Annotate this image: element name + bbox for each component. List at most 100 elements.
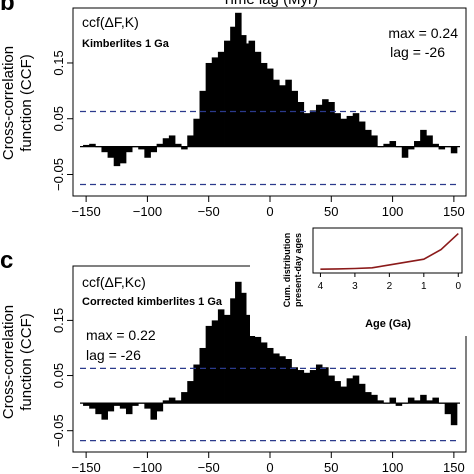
panel-b: −150 −100 −50 0 50 100 150 −0.05 0.05 0.15 ccf(ΔF… — [0, 7, 467, 219]
b-ccf-bar — [285, 79, 292, 147]
c-ccf-bar — [395, 403, 403, 406]
c-ccf-bar — [162, 400, 170, 404]
c-ccf-bar — [235, 281, 242, 404]
panel-b-letter: b — [0, 0, 15, 16]
inset-xlabel: Age (Ga) — [365, 318, 411, 330]
c-ccf-bar — [132, 403, 139, 406]
c-ccf-bar — [315, 364, 323, 404]
b-ccf-bar — [254, 51, 262, 147]
b-ccf-bar — [407, 146, 415, 150]
b-ccf-bar — [420, 129, 427, 147]
c-ccf-bar — [224, 314, 231, 404]
panel-c-letter: c — [0, 247, 13, 274]
panel-b-ccf-series — [83, 12, 458, 167]
b-ccf-bar — [346, 115, 354, 147]
b-ccf-bar — [199, 90, 207, 147]
b-ccf-bar — [303, 113, 311, 147]
b-ccf-bar — [322, 99, 329, 147]
b-ccf-bar — [365, 129, 372, 147]
b-ccf-bar — [297, 102, 305, 147]
b-ccf-bar — [309, 110, 317, 147]
b-ccf-bar — [358, 121, 366, 147]
c-ccf-bar — [309, 370, 317, 404]
panel-b-title: ccf(ΔF,K) — [82, 14, 139, 30]
inset-backdrop — [250, 218, 470, 336]
c-ccf-bar — [426, 400, 433, 404]
b-ccf-bar — [279, 85, 286, 147]
b-ccf-bar — [334, 113, 341, 147]
c-ccf-bar — [273, 353, 280, 404]
c-ccf-bar — [266, 347, 274, 404]
inset-xtick-label: 1 — [421, 281, 427, 292]
b-ccf-bar — [426, 135, 433, 147]
b-ccf-bar — [168, 135, 176, 147]
c-ccf-bar — [175, 400, 182, 404]
inset-frame — [312, 227, 463, 274]
c-ccf-bar — [365, 392, 372, 404]
b-ccf-bar — [432, 143, 439, 147]
inset-cumulative-line — [320, 233, 459, 270]
b-ccf-bar — [83, 144, 90, 147]
b-ccf-bar — [291, 90, 298, 147]
panel-c-title: ccf(ΔF,Kc) — [82, 274, 146, 290]
b-ccf-bar — [371, 135, 378, 147]
c-xtick-label: 50 — [324, 460, 338, 474]
c-ccf-bar — [279, 356, 286, 404]
inset-ylabel-2: present-day ages — [293, 233, 303, 307]
c-ccf-bar — [168, 397, 176, 404]
panel-b-lag-text: lag = -26 — [390, 44, 445, 60]
c-ccf-bar — [377, 400, 384, 404]
inset-cumulative-distribution: 4 3 2 1 0 Cum. distribution present-day ages… — [250, 218, 470, 336]
c-xtick-label: 0 — [266, 460, 273, 474]
c-ccf-bar — [407, 397, 415, 404]
c-ccf-bar — [193, 364, 200, 404]
c-xtick-label: −100 — [133, 460, 162, 474]
c-xtick-label: −50 — [198, 460, 220, 474]
b-ccf-bar — [150, 146, 158, 153]
panel-c-lag-text: lag = -26 — [86, 347, 141, 363]
c-xtick-label: 150 — [443, 460, 465, 474]
c-ccf-bar — [297, 370, 305, 404]
b-ccf-bar — [328, 102, 335, 147]
c-ccf-bar — [150, 403, 158, 420]
b-xtick-label: 0 — [266, 204, 273, 219]
b-xtick-label: 150 — [443, 204, 465, 219]
b-ccf-bar — [224, 40, 231, 147]
b-ccf-bar — [266, 68, 274, 147]
c-ccf-bar — [444, 403, 452, 415]
b-ccf-bar — [125, 146, 133, 153]
panel-c-ylabel-1: Cross-correlation — [0, 305, 17, 419]
b-ccf-bar — [119, 146, 127, 164]
b-ccf-bar — [187, 135, 194, 147]
b-ccf-bar — [144, 146, 151, 158]
c-ccf-bar — [328, 375, 335, 404]
b-ccf-bar — [273, 79, 280, 147]
c-ccf-bar — [101, 403, 108, 420]
b-ytick-label: 0.15 — [51, 50, 66, 75]
b-ccf-bar — [156, 143, 164, 147]
c-ccf-bar — [260, 342, 268, 404]
c-xtick-label: −150 — [71, 460, 100, 474]
inset-xtick-label: 2 — [387, 281, 393, 292]
c-ccf-bar — [322, 367, 329, 404]
c-ccf-bar — [239, 292, 247, 404]
c-ccf-bar — [113, 403, 121, 406]
c-ccf-bar — [254, 336, 262, 404]
c-ccf-bar — [119, 403, 127, 409]
c-ccf-bar — [371, 394, 378, 404]
c-ccf-bar — [358, 383, 366, 404]
b-ccf-bar — [414, 141, 421, 147]
c-ccf-bar — [217, 309, 225, 404]
b-xtick-label: 100 — [382, 204, 404, 219]
b-ccf-bar — [340, 118, 348, 147]
b-ccf-bar — [162, 138, 170, 147]
c-ccf-bar — [199, 347, 207, 404]
panel-b-ylabel-1: Cross-correlation — [0, 46, 17, 160]
c-ccf-bar — [291, 367, 298, 404]
b-ccf-bar — [205, 62, 213, 147]
c-ccf-bar — [205, 325, 213, 404]
c-ccf-bar — [156, 403, 164, 412]
inset-xtick-label: 0 — [455, 281, 461, 292]
panel-c-ylabel-2: function (CCF) — [18, 313, 35, 411]
